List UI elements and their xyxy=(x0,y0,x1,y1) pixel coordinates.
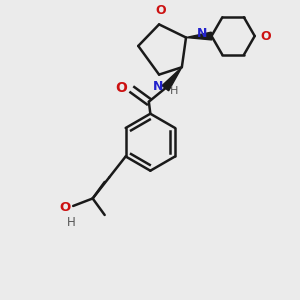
Text: N: N xyxy=(153,80,163,93)
Text: H: H xyxy=(170,86,178,96)
Polygon shape xyxy=(162,67,182,91)
Polygon shape xyxy=(186,32,212,40)
Text: O: O xyxy=(59,201,71,214)
Text: O: O xyxy=(155,4,166,17)
Text: H: H xyxy=(66,216,75,229)
Text: O: O xyxy=(260,29,271,43)
Text: O: O xyxy=(115,81,127,95)
Text: N: N xyxy=(196,27,207,40)
